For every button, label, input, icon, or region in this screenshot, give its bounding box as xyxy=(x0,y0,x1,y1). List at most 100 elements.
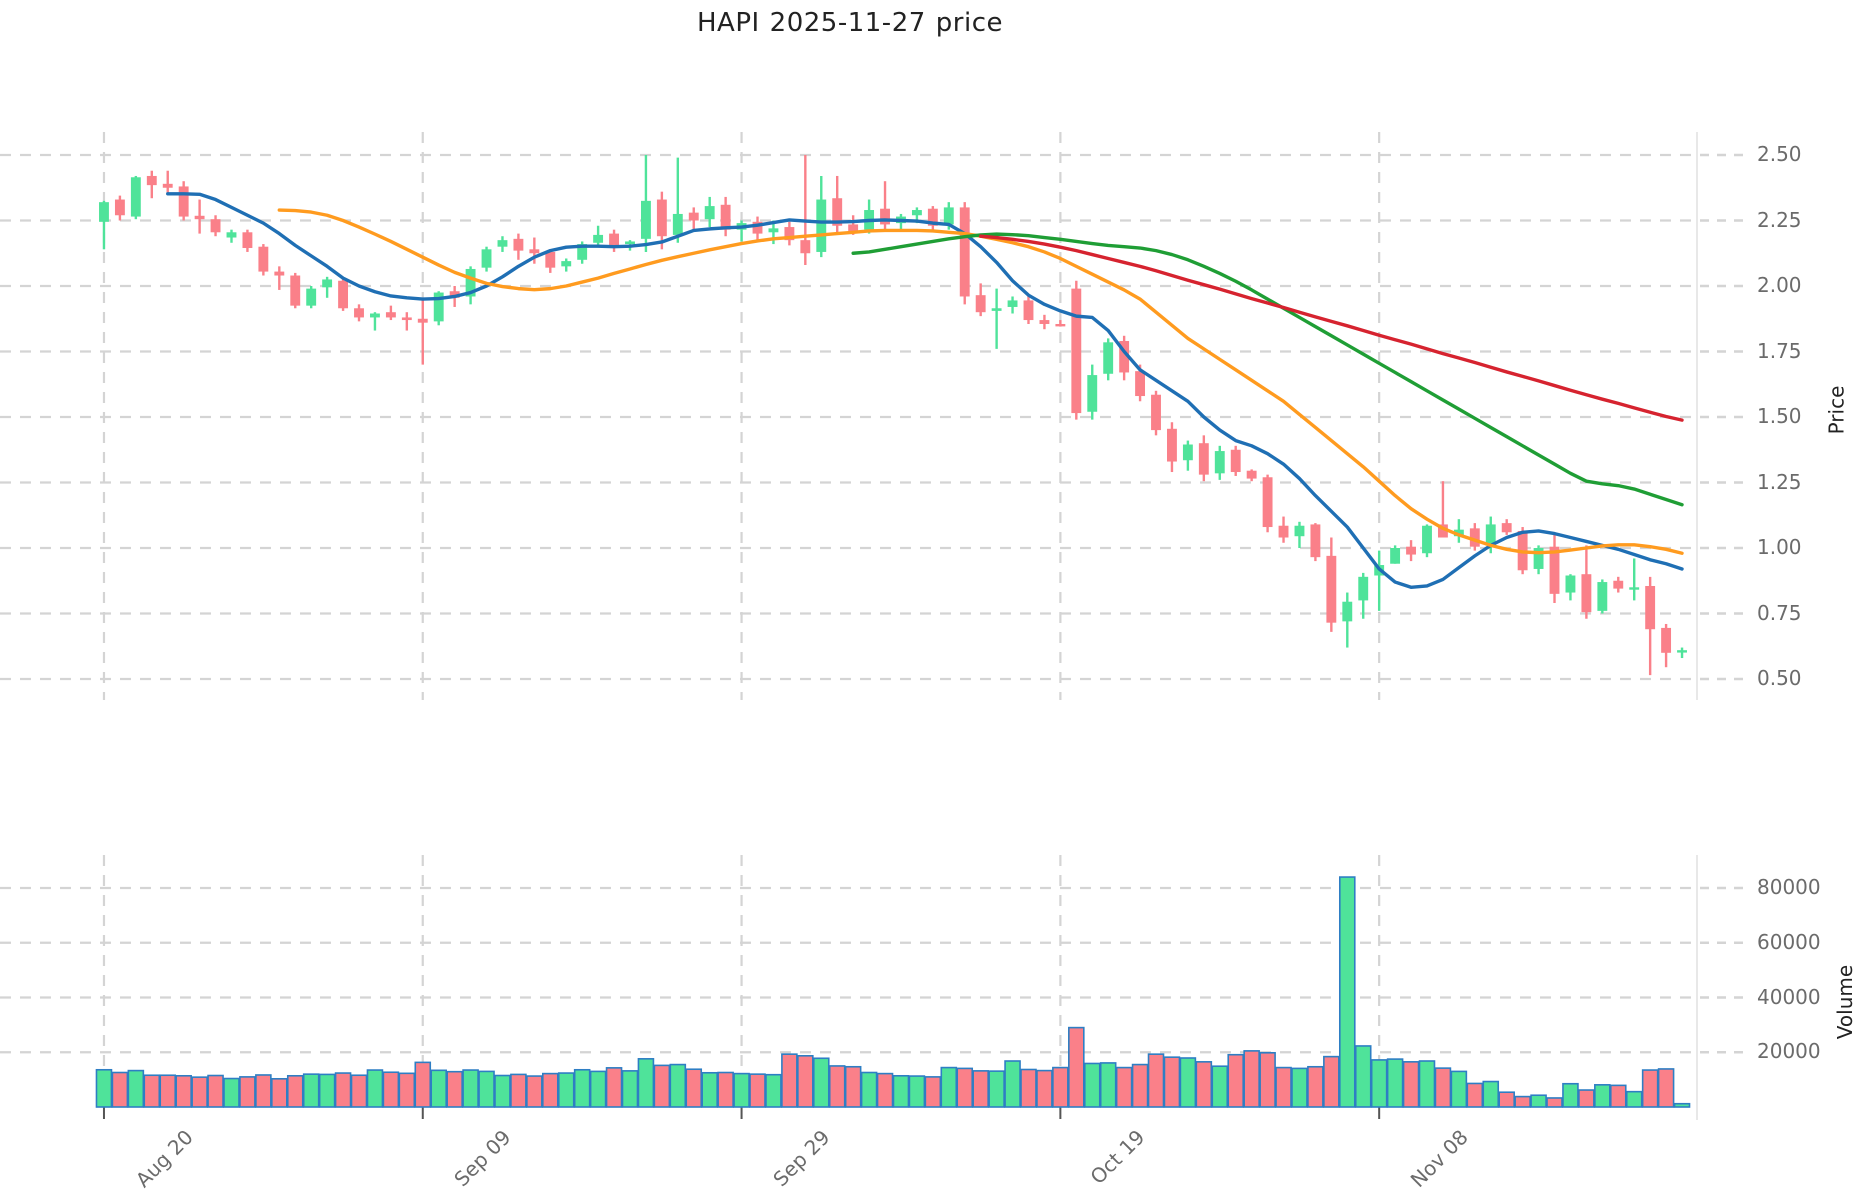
candle-body xyxy=(146,175,157,186)
candle-body xyxy=(130,177,141,217)
volume-bar xyxy=(1482,1080,1500,1108)
candle-body xyxy=(1422,525,1432,554)
candlestick xyxy=(1151,390,1161,436)
candle-body xyxy=(1167,428,1177,462)
candlestick xyxy=(1198,435,1209,482)
volume-bar xyxy=(1641,1069,1659,1108)
volume-bar xyxy=(797,1055,814,1108)
candle-body xyxy=(1294,525,1305,537)
candle-body xyxy=(1198,443,1209,475)
candle-body xyxy=(178,186,189,217)
volume-bar xyxy=(1418,1060,1436,1108)
candle-body xyxy=(1358,576,1369,601)
volume-bar xyxy=(765,1073,782,1108)
volume-bar xyxy=(446,1070,463,1108)
candlestick xyxy=(927,206,938,231)
candlestick xyxy=(242,229,253,252)
volume-bar xyxy=(1530,1094,1547,1108)
candle-body xyxy=(1135,371,1146,397)
candlestick xyxy=(99,200,109,250)
candlestick xyxy=(401,312,412,331)
price-candles-group xyxy=(99,155,1687,676)
candle-body xyxy=(194,215,205,220)
candle-body xyxy=(529,249,540,254)
volume-bar xyxy=(972,1070,989,1108)
candlestick xyxy=(975,283,986,317)
candlestick xyxy=(609,229,619,252)
candle-body xyxy=(656,199,667,237)
candlestick xyxy=(130,175,141,220)
candlestick xyxy=(720,196,731,237)
candle-body xyxy=(1597,582,1608,611)
candlestick xyxy=(1677,647,1687,659)
candlestick xyxy=(1613,576,1624,593)
candle-body xyxy=(1469,528,1480,547)
candlestick xyxy=(1549,532,1560,604)
candlestick xyxy=(1422,524,1432,558)
candle-body xyxy=(832,198,843,226)
volume-bar xyxy=(255,1074,272,1108)
axis-tick-dashes xyxy=(1700,153,1746,1054)
volume-tick-label: 80000 xyxy=(1757,875,1821,899)
candle-body xyxy=(258,246,269,272)
candlestick xyxy=(1310,523,1321,562)
volume-bar xyxy=(669,1063,687,1108)
volume-bar xyxy=(1609,1084,1627,1108)
candlestick xyxy=(1246,469,1257,482)
candle-body xyxy=(513,238,524,251)
candlestick xyxy=(1437,481,1448,538)
candle-body xyxy=(1103,342,1114,374)
volume-bar xyxy=(350,1074,368,1108)
candle-body xyxy=(959,207,970,297)
price-tick-label: 2.00 xyxy=(1757,273,1802,297)
candle-body xyxy=(561,261,572,267)
volume-bar xyxy=(191,1076,208,1108)
candlestick xyxy=(513,233,524,260)
volume-bar xyxy=(1323,1055,1340,1108)
candlestick xyxy=(1262,474,1273,533)
candle-body xyxy=(640,200,651,239)
volume-bar xyxy=(382,1071,400,1108)
candlestick xyxy=(1661,623,1672,668)
volume-bar xyxy=(286,1074,304,1108)
moving-average-lines-group xyxy=(166,192,1684,589)
volume-bar xyxy=(366,1069,384,1108)
price-tick-label: 2.25 xyxy=(1757,207,1802,232)
candle-body xyxy=(1326,555,1337,623)
volume-bar xyxy=(1020,1068,1037,1108)
candle-body xyxy=(688,212,699,221)
candlestick xyxy=(1119,335,1130,381)
volume-bar xyxy=(1562,1082,1579,1108)
volume-bar xyxy=(812,1057,830,1108)
candle-body xyxy=(449,291,460,298)
candlestick xyxy=(672,157,683,243)
volume-axis-label: Volume xyxy=(1833,964,1858,1040)
volume-bar xyxy=(271,1078,288,1108)
volume-bar xyxy=(207,1074,224,1108)
candlestick xyxy=(1087,364,1098,420)
candlestick xyxy=(178,181,189,221)
candlestick xyxy=(1007,296,1018,314)
candlestick xyxy=(1533,545,1544,575)
title-kind: price xyxy=(935,8,1003,38)
candle-body xyxy=(1071,288,1082,414)
volume-bar xyxy=(1594,1084,1611,1108)
volume-bar xyxy=(844,1065,862,1108)
volume-bar xyxy=(1211,1065,1229,1108)
volume-bar xyxy=(478,1070,495,1108)
candlestick xyxy=(1629,558,1640,601)
candlestick xyxy=(370,312,380,331)
candle-body xyxy=(1262,477,1273,528)
volume-bar xyxy=(1673,1102,1691,1108)
volume-gridlines xyxy=(0,886,1697,1054)
volume-bar xyxy=(1657,1068,1675,1108)
candle-body xyxy=(1645,585,1656,630)
candle-body xyxy=(975,295,986,313)
candle-body xyxy=(991,308,1002,311)
candlestick xyxy=(1214,445,1225,480)
candlestick xyxy=(1055,320,1066,327)
candle-body xyxy=(911,210,922,216)
x-tick-marks xyxy=(102,1107,1381,1119)
volume-tick-label: 40000 xyxy=(1757,984,1821,1009)
candlestick xyxy=(784,221,795,246)
